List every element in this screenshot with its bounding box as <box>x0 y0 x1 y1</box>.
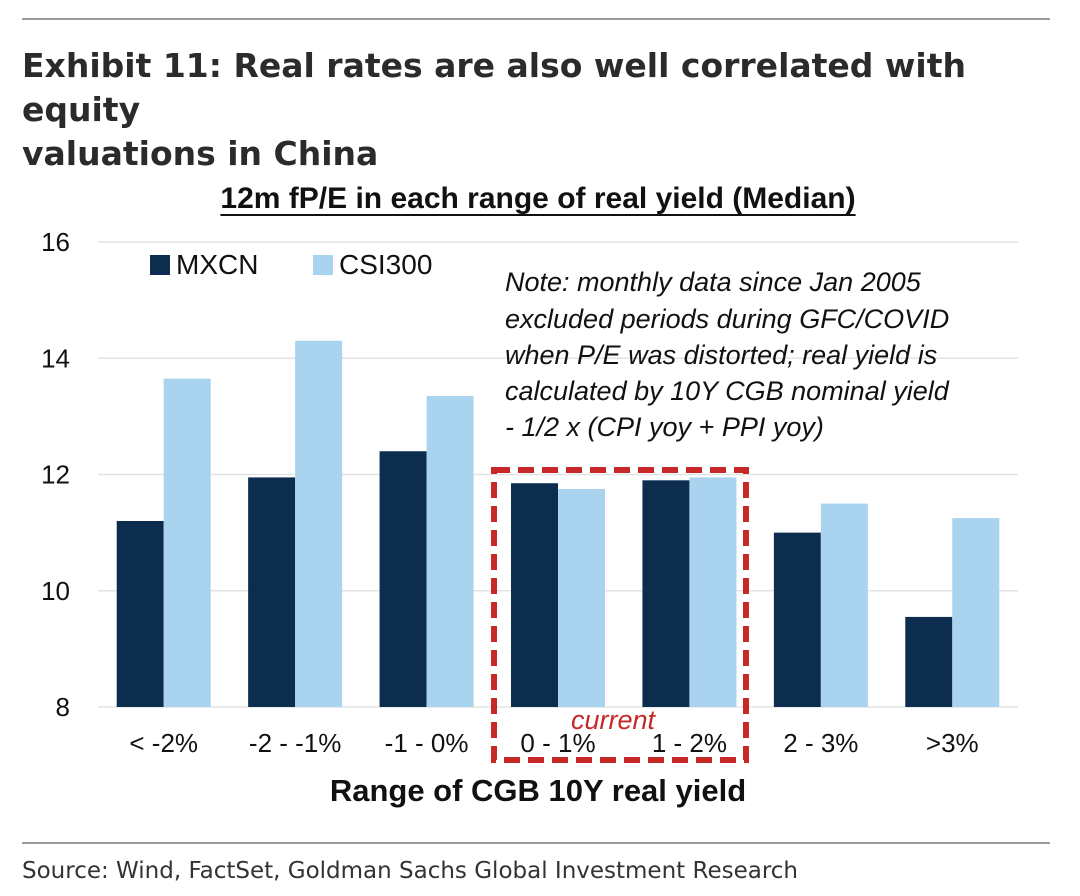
x-tick-label: -2 - -1% <box>249 728 341 758</box>
x-tick-label: < -2% <box>129 728 198 758</box>
note-line-2: excluded periods during GFC/COVID <box>505 304 949 334</box>
x-axis-title: Range of CGB 10Y real yield <box>330 773 746 808</box>
bars <box>116 340 1000 707</box>
bar-mxcn-3 <box>511 483 558 707</box>
bar-csi300-3 <box>558 489 605 707</box>
note-line-3: when P/E was distorted; real yield is <box>505 340 937 370</box>
source-note: Source: Wind, FactSet, Goldman Sachs Glo… <box>22 858 798 884</box>
legend-label-mxcn: MXCN <box>176 249 258 280</box>
x-axis-ticks: < -2% -2 - -1% -1 - 0% 0 - 1% 1 - 2% 2 - 3% >3… <box>129 728 978 758</box>
current-label: current <box>571 705 657 735</box>
x-tick-label: -1 - 0% <box>385 728 469 758</box>
x-tick-label: 0 - 1% <box>520 728 595 758</box>
legend: MXCN CSI300 <box>150 249 432 280</box>
bar-csi300-0 <box>163 378 211 707</box>
legend-swatch-csi300 <box>313 255 333 275</box>
exhibit-title: Exhibit 11: Real rates are also well cor… <box>22 44 1052 176</box>
bar-csi300-2 <box>426 396 474 707</box>
exhibit-title-line2: valuations in China <box>22 134 379 173</box>
bar-csi300-1 <box>295 340 343 707</box>
legend-label-csi300: CSI300 <box>339 249 432 280</box>
y-tick-label: 16 <box>41 227 70 257</box>
chart-note: Note: monthly data since Jan 2005 exclud… <box>505 267 950 442</box>
x-tick-label: 1 - 2% <box>652 728 727 758</box>
exhibit-title-line1: Exhibit 11: Real rates are also well cor… <box>22 46 966 129</box>
bar-csi300-6 <box>952 518 1000 707</box>
bar-mxcn-1 <box>248 477 296 707</box>
x-tick-label: 2 - 3% <box>783 728 858 758</box>
bottom-rule <box>22 842 1050 844</box>
chart-title: 12m fP/E in each range of real yield (Me… <box>220 182 855 215</box>
note-line-4: calculated by 10Y CGB nominal yield <box>505 376 950 406</box>
bar-mxcn-0 <box>116 521 164 707</box>
bar-mxcn-4 <box>642 480 690 707</box>
bar-mxcn-2 <box>379 451 427 707</box>
y-tick-label: 10 <box>41 576 70 606</box>
note-line-1: Note: monthly data since Jan 2005 <box>505 267 922 297</box>
legend-swatch-mxcn <box>150 255 170 275</box>
bar-csi300-4 <box>689 477 737 707</box>
y-axis-ticks: 8 10 12 14 16 <box>41 227 70 722</box>
bar-csi300-5 <box>820 503 868 707</box>
x-tick-label: >3% <box>926 728 979 758</box>
y-tick-label: 12 <box>41 460 70 490</box>
y-tick-label: 14 <box>41 343 70 373</box>
note-line-5: - 1/2 x (CPI yoy + PPI yoy) <box>505 412 824 442</box>
bar-mxcn-6 <box>905 616 953 707</box>
bar-mxcn-5 <box>773 532 821 707</box>
y-tick-label: 8 <box>56 692 70 722</box>
top-rule <box>22 18 1050 20</box>
current-highlight-box <box>491 467 749 763</box>
